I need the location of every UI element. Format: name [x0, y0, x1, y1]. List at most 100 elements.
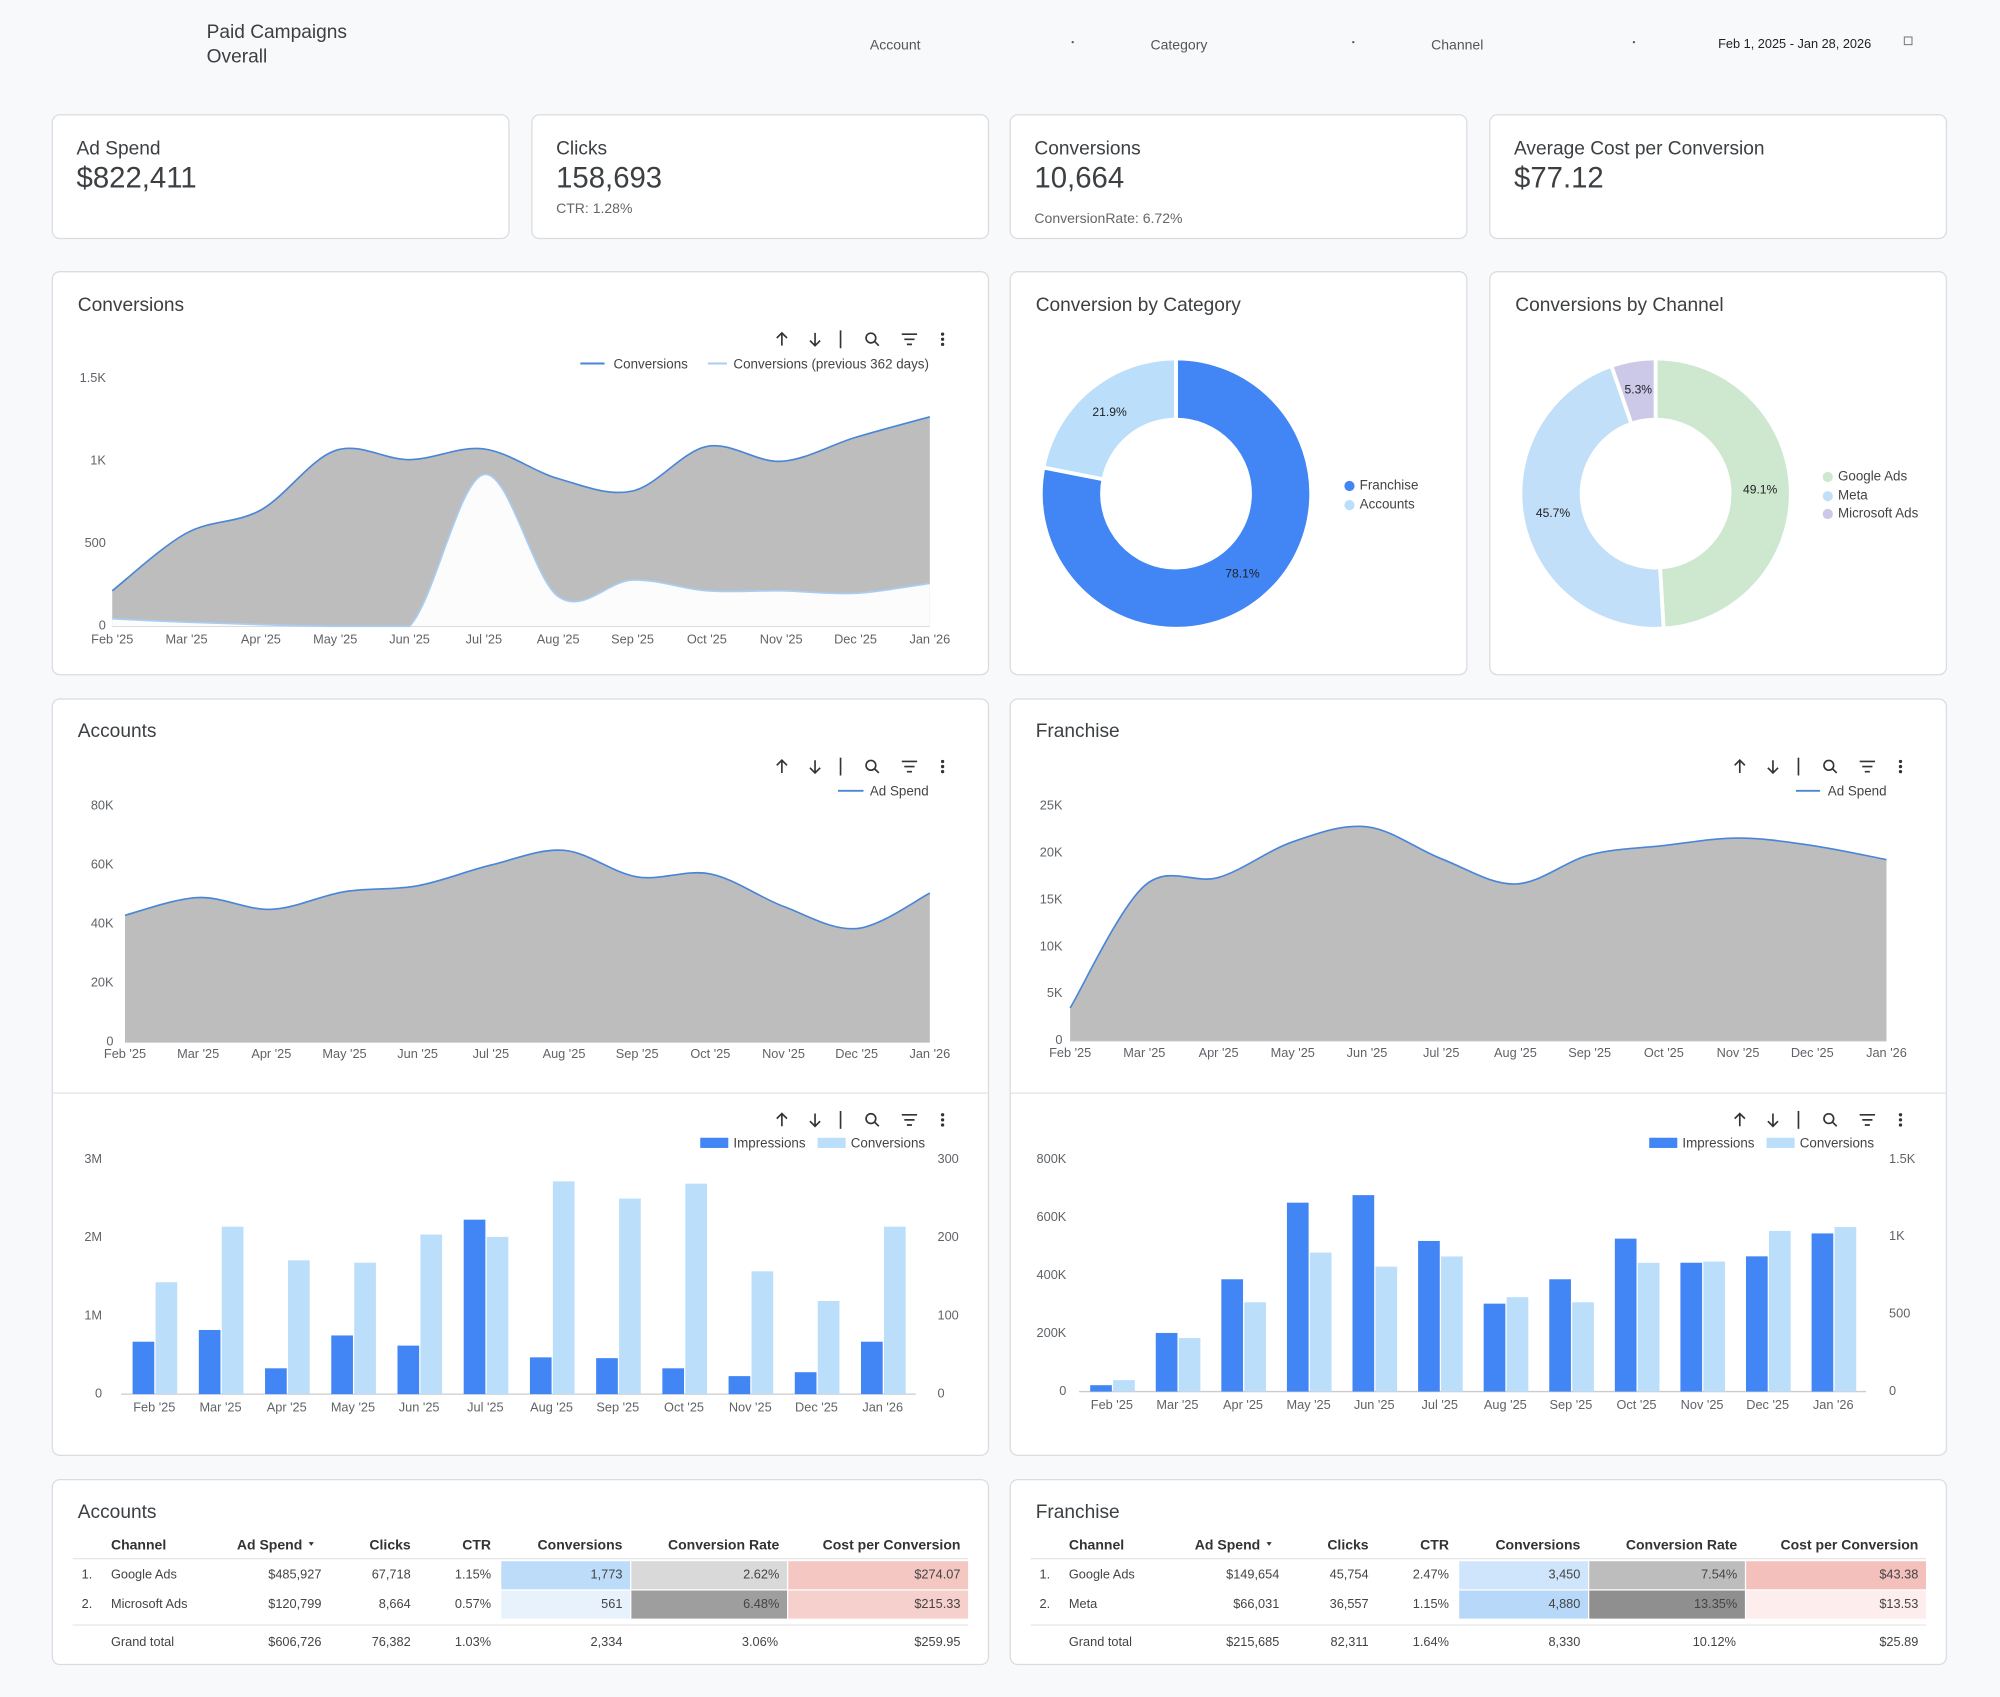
- sort-down-icon[interactable]: [1767, 1113, 1779, 1128]
- filter-icon[interactable]: [901, 1113, 918, 1126]
- area: [112, 416, 930, 627]
- x-tick-label: Mar '25: [199, 1400, 241, 1415]
- filter-icon[interactable]: [1859, 1113, 1875, 1126]
- bar: [1375, 1266, 1398, 1392]
- area: [112, 474, 930, 627]
- bar: [1703, 1261, 1726, 1392]
- zoom-icon[interactable]: [865, 332, 880, 347]
- sort-up-icon[interactable]: [776, 331, 788, 346]
- total-cell: 76,382: [372, 1634, 411, 1649]
- more-icon[interactable]: [1898, 764, 1903, 769]
- filter-dropdown[interactable]: [1071, 40, 1074, 44]
- more-icon[interactable]: [940, 1113, 945, 1117]
- x-tick-label: Jan '26: [909, 1046, 950, 1061]
- total-cell: $259.95: [914, 1634, 960, 1649]
- kpi-note: ConversionRate: 6.72%: [1034, 210, 1182, 226]
- bar: [1221, 1279, 1244, 1392]
- more-icon[interactable]: [940, 764, 945, 769]
- table-cell: 2.: [82, 1596, 93, 1611]
- bar: [817, 1301, 840, 1395]
- legend-label: Microsoft Ads: [1838, 506, 1919, 521]
- pie-slice: [1038, 356, 1314, 631]
- column-header[interactable]: CTR: [1420, 1537, 1449, 1553]
- bar: [1418, 1240, 1440, 1392]
- bar: [662, 1368, 685, 1395]
- sort-down-icon[interactable]: [809, 1113, 821, 1128]
- more-icon[interactable]: [940, 759, 945, 764]
- more-icon[interactable]: [1898, 759, 1903, 764]
- filter-dropdown[interactable]: [1352, 40, 1355, 44]
- sort-down-icon[interactable]: [1767, 760, 1779, 775]
- bar: [529, 1357, 552, 1395]
- filter-label[interactable]: Category: [1151, 37, 1208, 53]
- calendar-icon[interactable]: [1903, 36, 1913, 46]
- y-tick-label: 2M: [84, 1229, 102, 1244]
- legend-swatch: [1766, 1137, 1795, 1148]
- filter-icon[interactable]: [901, 333, 918, 346]
- bar: [861, 1341, 883, 1395]
- legend-swatch: [700, 1137, 729, 1148]
- more-icon[interactable]: [940, 770, 945, 774]
- total-cell: Grand total: [1069, 1634, 1132, 1649]
- table-cell: 45,754: [1330, 1567, 1369, 1582]
- x-tick-label: Nov '25: [760, 632, 803, 647]
- column-header[interactable]: Conversion Rate: [668, 1537, 780, 1553]
- sort-indicator[interactable]: [1266, 1542, 1272, 1546]
- more-icon[interactable]: [940, 332, 945, 336]
- column-header[interactable]: Channel: [1069, 1537, 1124, 1553]
- sort-up-icon[interactable]: [1734, 759, 1746, 773]
- sort-down-icon[interactable]: [809, 332, 821, 347]
- total-cell: $215,685: [1226, 1634, 1279, 1649]
- heat-cell: [631, 1561, 787, 1590]
- total-cell: Grand total: [111, 1634, 174, 1649]
- column-header[interactable]: Clicks: [369, 1537, 410, 1553]
- column-header[interactable]: Ad Spend: [1195, 1537, 1260, 1553]
- column-header[interactable]: Conversions: [1495, 1537, 1580, 1553]
- chart-title: Conversions by Channel: [1515, 295, 1723, 316]
- filter-label[interactable]: Account: [870, 37, 921, 53]
- x-tick-label: May '25: [322, 1046, 366, 1061]
- more-icon[interactable]: [940, 337, 945, 341]
- more-icon[interactable]: [1898, 770, 1903, 774]
- sort-down-icon[interactable]: [809, 760, 821, 775]
- column-header[interactable]: Cost per Conversion: [823, 1537, 961, 1553]
- more-icon[interactable]: [940, 1118, 945, 1122]
- report-title: Paid Campaigns: [207, 22, 347, 43]
- zoom-icon[interactable]: [865, 759, 880, 774]
- more-icon[interactable]: [940, 342, 945, 347]
- zoom-icon[interactable]: [1823, 759, 1838, 774]
- sort-indicator[interactable]: [308, 1542, 314, 1546]
- column-header[interactable]: Channel: [111, 1537, 166, 1553]
- line: [1069, 825, 1887, 1009]
- column-header[interactable]: Conversion Rate: [1626, 1537, 1738, 1553]
- sort-up-icon[interactable]: [776, 759, 788, 773]
- more-icon[interactable]: [940, 1123, 945, 1127]
- x-tick-label: Jan '26: [1866, 1045, 1907, 1060]
- more-icon[interactable]: [1898, 1118, 1903, 1122]
- y-tick-label: 0: [95, 1385, 102, 1400]
- zoom-icon[interactable]: [1823, 1113, 1838, 1127]
- x-tick-label: Jan '26: [862, 1400, 903, 1415]
- more-icon[interactable]: [1898, 1113, 1903, 1117]
- y-tick-label: 20K: [91, 974, 114, 989]
- x-tick-label: Feb '25: [1091, 1397, 1133, 1412]
- date-range[interactable]: Feb 1, 2025 - Jan 28, 2026: [1718, 36, 1871, 51]
- filter-dropdown[interactable]: [1632, 40, 1636, 44]
- filter-icon[interactable]: [901, 760, 918, 773]
- column-header[interactable]: Cost per Conversion: [1781, 1537, 1919, 1553]
- filter-label[interactable]: Channel: [1431, 37, 1483, 53]
- column-header[interactable]: Conversions: [538, 1537, 623, 1553]
- column-header[interactable]: Clicks: [1327, 1537, 1368, 1553]
- sort-up-icon[interactable]: [1734, 1112, 1746, 1127]
- column-header[interactable]: Ad Spend: [237, 1537, 302, 1553]
- filter-icon[interactable]: [1859, 760, 1875, 773]
- bar: [1614, 1238, 1637, 1392]
- bar: [1746, 1256, 1768, 1392]
- x-tick-label: Dec '25: [834, 632, 877, 647]
- more-icon[interactable]: [1898, 1123, 1903, 1127]
- sort-up-icon[interactable]: [776, 1112, 788, 1127]
- zoom-icon[interactable]: [865, 1113, 880, 1127]
- column-header[interactable]: CTR: [462, 1537, 491, 1553]
- y-tick-label: 10K: [1040, 938, 1063, 953]
- kpi-card: [531, 114, 990, 240]
